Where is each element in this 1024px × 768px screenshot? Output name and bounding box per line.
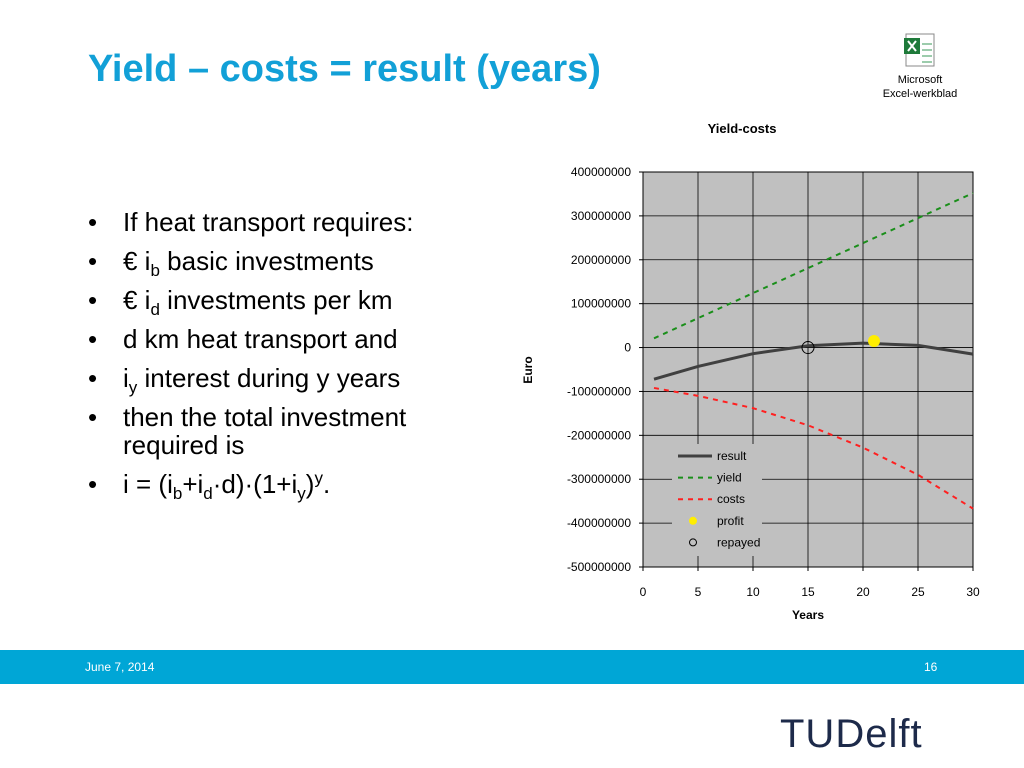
y-tick-label: -100000000 — [567, 384, 631, 398]
y-tick-label: -200000000 — [567, 428, 631, 442]
bullet-text: ) — [305, 469, 315, 499]
bullet-text: d — [150, 300, 160, 320]
excel-icon — [904, 33, 935, 67]
legend-swatch — [689, 538, 697, 547]
y-tick-label: 0 — [624, 341, 631, 355]
series-line — [653, 341, 974, 381]
slide-title: Yield – costs = result (years) — [88, 48, 601, 90]
y-tick-label: 200000000 — [571, 253, 631, 267]
y-axis-label: Euro — [521, 356, 535, 383]
bullet-text: d — [203, 484, 213, 504]
y-tick-label: -300000000 — [567, 472, 631, 486]
bullet-text: y — [314, 468, 323, 488]
legend-label: yield — [717, 471, 742, 485]
y-tick-label: 100000000 — [571, 297, 631, 311]
bullet-text: interest during y years — [137, 363, 401, 393]
y-tick-label: -500000000 — [567, 560, 631, 574]
point-marker — [801, 341, 815, 355]
bullet: d km heat transport and — [88, 325, 488, 353]
legend-label: repayed — [717, 535, 760, 549]
bullet: then the total investment required is — [88, 403, 488, 459]
bullet-text: b — [172, 484, 183, 504]
bullet-text: ·d)·(1+i — [212, 469, 298, 499]
x-tick-label: 15 — [801, 585, 815, 599]
bullet-text: basic investments — [159, 246, 374, 276]
bullet-text: i — [123, 363, 129, 393]
icon-label: Excel-werkblad — [882, 88, 958, 100]
x-tick-label: 10 — [746, 585, 760, 599]
legend-label: costs — [717, 492, 745, 506]
bullet-text: € i — [123, 246, 151, 276]
bullet-text: then the total investment required is — [123, 402, 407, 460]
series-line — [653, 386, 974, 510]
bullet-text: d km heat transport and — [123, 324, 398, 354]
legend: result yield costs profit repayed — [672, 444, 762, 556]
bullet-text: investments per km — [159, 285, 393, 315]
bullet-list: If heat transport requires:€ ib basic in… — [88, 208, 488, 509]
bullet: € ib basic investments — [88, 246, 488, 279]
bullet-text: € i — [123, 285, 151, 315]
legend-box — [672, 444, 762, 556]
x-tick-label: 30 — [966, 585, 980, 599]
y-tick-label: 400000000 — [571, 165, 631, 179]
x-tick-label: 25 — [911, 585, 925, 599]
y-tick-label: 300000000 — [571, 209, 631, 223]
bullet-text: +i — [182, 469, 204, 499]
bullet: € id investments per km — [88, 285, 488, 318]
bullet: If heat transport requires: — [88, 208, 488, 236]
series-line — [653, 192, 974, 340]
logo: TUDelft — [780, 712, 923, 756]
footer-bar: June 7, 2014 16 — [0, 650, 1024, 684]
bullet-text: b — [150, 261, 160, 281]
point-marker — [868, 334, 880, 347]
legend-label: result — [717, 449, 747, 463]
x-tick-label: 0 — [640, 585, 647, 599]
legend-label: profit — [717, 514, 744, 528]
bullet-text: y — [297, 484, 306, 504]
chart-title: Yield-costs — [708, 121, 777, 136]
x-tick-label: 20 — [856, 585, 870, 599]
y-tick-label: -400000000 — [567, 516, 631, 530]
page-number: 16 — [924, 660, 938, 674]
bullet-text: y — [128, 378, 138, 398]
chart: Yield-costs Years Euro -500000000 -400000… — [521, 33, 980, 622]
legend-swatch — [689, 516, 697, 525]
footer-date: June 7, 2014 — [85, 660, 155, 674]
bullet: iy interest during y years — [88, 363, 488, 396]
bullet-text: If heat transport requires: — [123, 207, 414, 237]
bullet: i = (ib+id·d)·(1+iy)y. — [88, 468, 488, 502]
bullet-text: i = (i — [123, 469, 173, 499]
bullet-text: . — [322, 469, 331, 499]
x-tick-label: 5 — [695, 585, 702, 599]
icon-label: Microsoft — [897, 74, 943, 86]
x-axis-label: Years — [792, 608, 824, 622]
